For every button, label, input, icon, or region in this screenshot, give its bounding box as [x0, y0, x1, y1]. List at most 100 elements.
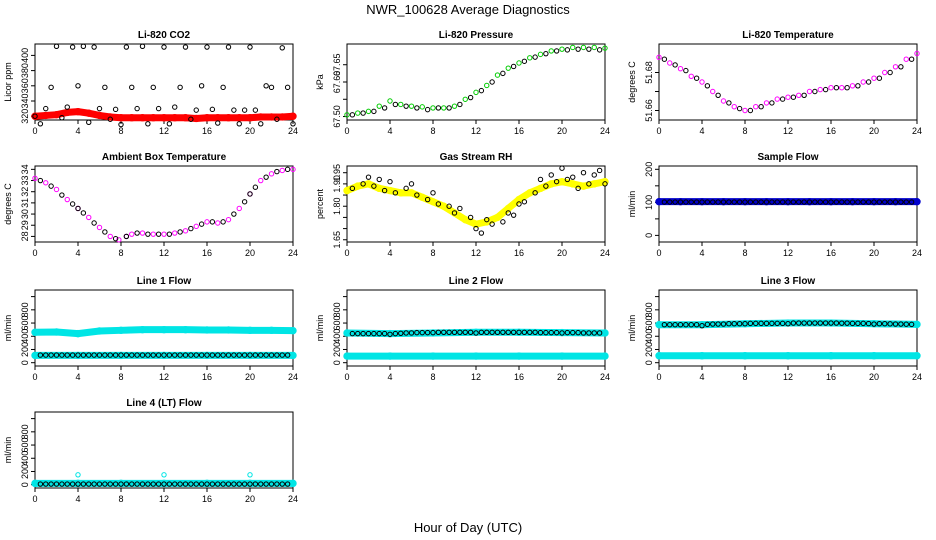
data-point: [150, 84, 156, 91]
data-point: [579, 182, 588, 190]
x-tick-label: 8: [430, 248, 435, 258]
y-tick-label: 1.95: [332, 164, 342, 182]
x-tick-label: 4: [387, 126, 392, 136]
data-point: [381, 105, 388, 111]
data-point: [747, 320, 754, 327]
data-point: [796, 92, 802, 99]
data-point: [688, 73, 694, 80]
data-point: [386, 352, 394, 360]
x-tick-label: 16: [826, 372, 836, 382]
x-tick-label: 12: [159, 494, 169, 504]
series-averages: [349, 165, 608, 236]
y-tick-label: 31: [20, 198, 30, 208]
data-point: [112, 106, 119, 113]
y-tick-label: 340: [20, 93, 30, 108]
data-point: [166, 352, 173, 358]
data-point: [753, 320, 759, 327]
data-point: [134, 105, 140, 112]
data-point: [467, 94, 474, 101]
data-point: [403, 330, 409, 336]
data-point: [833, 85, 840, 91]
data-point: [736, 321, 743, 327]
x-tick-label: 8: [430, 126, 435, 136]
x-tick-label: 12: [159, 126, 169, 136]
x-tick-label: 0: [656, 248, 661, 258]
data-point: [844, 85, 850, 91]
data-point: [817, 199, 823, 205]
data-point: [392, 101, 399, 108]
data-point: [407, 189, 416, 197]
data-point: [570, 174, 576, 180]
x-tick-label: 0: [32, 248, 37, 258]
x-tick-label: 12: [783, 372, 793, 382]
y-axis-label: ml/min: [627, 315, 637, 342]
data-point: [575, 329, 581, 336]
data-point: [441, 105, 447, 111]
data-point: [354, 182, 362, 190]
x-tick-label: 24: [912, 248, 922, 258]
data-point: [833, 320, 840, 326]
data-point: [188, 225, 194, 232]
data-point: [145, 352, 151, 358]
chart-line4-flow: Line 4 (LT) Flow 0 4 8 12 16 20 24 0 200400600800…: [3, 398, 298, 504]
data-point: [720, 199, 727, 205]
data-point: [914, 50, 920, 57]
data-point: [43, 481, 49, 487]
data-point: [575, 185, 581, 192]
data-point: [532, 190, 538, 196]
data-point: [710, 88, 716, 95]
series-1-min-samples: [343, 177, 609, 228]
data-point: [145, 121, 151, 127]
data-point: [575, 46, 581, 52]
x-tick-label: 8: [742, 248, 747, 258]
data-point: [204, 352, 210, 358]
data-point: [758, 199, 764, 205]
data-point: [876, 321, 883, 327]
data-point: [478, 87, 485, 94]
data-point: [510, 329, 517, 335]
data-point: [596, 167, 603, 174]
y-tick-label: 320: [20, 109, 30, 124]
x-tick-label: 12: [783, 126, 793, 136]
data-point: [204, 481, 210, 487]
data-point: [790, 94, 797, 100]
data-point: [69, 201, 76, 207]
data-point: [134, 230, 140, 236]
data-point: [822, 86, 829, 93]
y-tick-label: 600: [20, 438, 30, 453]
data-point: [655, 197, 663, 206]
data-point: [521, 199, 528, 205]
x-tick-label: 20: [245, 494, 255, 504]
data-point: [209, 219, 216, 225]
data-point: [145, 231, 151, 237]
chart-pressure: Li-820 Pressure 0 4 8 12 16 20 24 67.50 67.6067.6…: [315, 30, 610, 136]
y-tick-label: 600: [644, 316, 654, 331]
x-tick-label: 8: [430, 372, 435, 382]
x-tick-label: 20: [245, 126, 255, 136]
data-point: [543, 183, 549, 189]
chart-title: Line 3 Flow: [761, 276, 816, 287]
data-point: [172, 352, 178, 358]
series-averages: [661, 56, 915, 114]
data-point: [774, 96, 780, 102]
data-point: [543, 329, 549, 336]
data-point: [193, 352, 199, 358]
data-point: [247, 44, 253, 50]
x-tick-label: 0: [656, 126, 661, 136]
data-point: [80, 43, 87, 49]
x-tick-label: 20: [869, 126, 879, 136]
data-point: [59, 115, 65, 121]
data-point: [289, 112, 297, 120]
data-point: [59, 192, 65, 198]
data-point: [661, 321, 668, 328]
x-tick-label: 4: [75, 248, 80, 258]
data-point: [774, 320, 780, 327]
data-point: [472, 220, 480, 228]
data-point: [408, 103, 415, 109]
data-point: [128, 114, 136, 122]
data-point: [457, 329, 463, 335]
data-point: [833, 199, 840, 205]
data-point: [96, 224, 103, 231]
data-point: [258, 481, 264, 487]
